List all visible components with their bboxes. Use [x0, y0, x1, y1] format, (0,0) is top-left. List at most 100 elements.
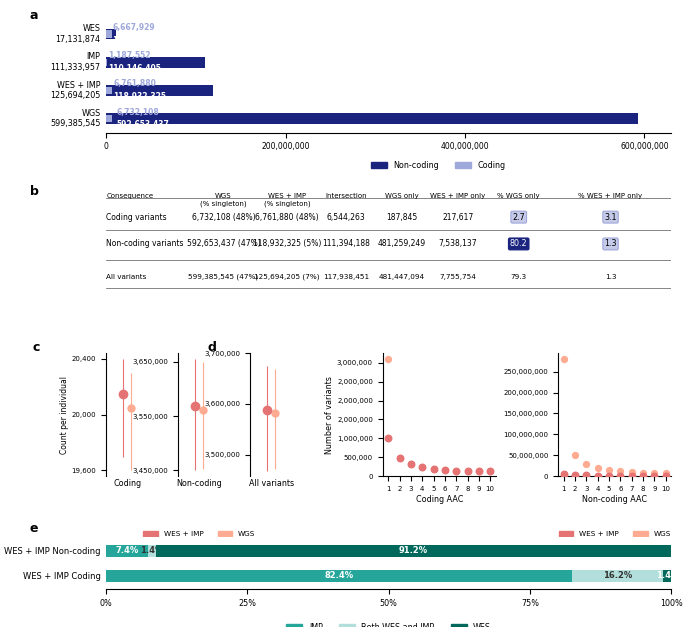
- Text: 6,761,880: 6,761,880: [113, 80, 156, 88]
- Text: 79.3: 79.3: [510, 274, 527, 280]
- Point: [394, 453, 405, 463]
- Text: 592,653,437 (47%): 592,653,437 (47%): [186, 240, 260, 248]
- Text: Coding variants: Coding variants: [106, 213, 167, 221]
- Point: [428, 464, 439, 474]
- Point: [462, 466, 473, 476]
- Text: WGS only: WGS only: [384, 193, 419, 199]
- Text: % WES + IMP only: % WES + IMP only: [579, 193, 643, 199]
- Bar: [572, 569, 663, 582]
- Text: 7.4%: 7.4%: [116, 546, 138, 555]
- Point: [473, 466, 484, 476]
- Point: [485, 466, 496, 477]
- Text: 592,653,437: 592,653,437: [116, 120, 169, 129]
- Point: [383, 433, 394, 443]
- Text: 1.3: 1.3: [604, 240, 616, 248]
- Text: 3.1: 3.1: [604, 213, 616, 221]
- Point: [439, 465, 450, 475]
- Text: 481,259,249: 481,259,249: [377, 240, 425, 248]
- Bar: [106, 113, 638, 124]
- Text: 6,732,108 (48%): 6,732,108 (48%): [192, 213, 256, 221]
- Text: 599,385,545 (47%): 599,385,545 (47%): [188, 273, 258, 280]
- Y-axis label: Number of variants: Number of variants: [325, 376, 334, 454]
- Text: 217,617: 217,617: [443, 213, 473, 221]
- Point: [581, 458, 592, 468]
- Bar: [106, 57, 205, 68]
- Bar: [106, 59, 108, 66]
- Text: 6,544,263: 6,544,263: [327, 213, 366, 221]
- Point: [626, 467, 637, 477]
- Text: Intersection: Intersection: [325, 193, 367, 199]
- Text: a: a: [30, 9, 38, 22]
- Text: 118,932,325 (5%): 118,932,325 (5%): [253, 240, 321, 248]
- Point: [581, 470, 592, 480]
- Text: 125,694,205 (7%): 125,694,205 (7%): [254, 273, 320, 280]
- Text: % WGS only: % WGS only: [497, 193, 540, 199]
- Point: [416, 462, 427, 472]
- Text: 481,447,094: 481,447,094: [378, 274, 425, 280]
- X-axis label: All variants: All variants: [249, 479, 294, 488]
- Point: [485, 466, 496, 477]
- Bar: [106, 115, 112, 122]
- Text: 7,755,754: 7,755,754: [440, 274, 476, 280]
- Point: [558, 354, 569, 364]
- Point: [406, 460, 416, 470]
- Text: 118,932,325: 118,932,325: [113, 92, 166, 102]
- Text: 1.4%: 1.4%: [140, 546, 164, 555]
- Point: [638, 468, 649, 478]
- Point: [615, 466, 626, 476]
- X-axis label: Non-coding AAC: Non-coding AAC: [582, 495, 647, 503]
- Point: [428, 464, 439, 474]
- Point: [406, 460, 416, 470]
- Bar: [106, 29, 116, 40]
- Text: 7,538,137: 7,538,137: [438, 240, 477, 248]
- X-axis label: Coding AAC: Coding AAC: [416, 495, 463, 503]
- Point: [451, 466, 462, 476]
- Bar: [148, 544, 156, 557]
- Text: 91.2%: 91.2%: [399, 546, 428, 555]
- Point: [649, 471, 660, 481]
- Text: 6,732,108: 6,732,108: [116, 107, 159, 117]
- Text: WGS
(% singleton): WGS (% singleton): [200, 193, 247, 207]
- Legend: WES + IMP, WGS: WES + IMP, WGS: [556, 528, 673, 540]
- Text: Non-coding variants: Non-coding variants: [106, 240, 184, 248]
- Text: 1.3: 1.3: [605, 274, 616, 280]
- Text: 6,667,929: 6,667,929: [112, 23, 155, 32]
- Bar: [106, 85, 213, 96]
- Legend: IMP, Both WES and IMP, WES: IMP, Both WES and IMP, WES: [283, 620, 495, 627]
- Text: WES + IMP
(% singleton): WES + IMP (% singleton): [264, 193, 310, 207]
- Text: 110,146,405: 110,146,405: [108, 64, 161, 73]
- Point: [603, 471, 614, 481]
- Point: [451, 466, 462, 476]
- Bar: [106, 569, 572, 582]
- Text: c: c: [33, 341, 40, 354]
- Point: [570, 450, 581, 460]
- X-axis label: Coding: Coding: [113, 479, 141, 488]
- X-axis label: Non-coding: Non-coding: [177, 479, 222, 488]
- Text: 1.4%: 1.4%: [656, 571, 679, 580]
- Point: [593, 463, 603, 473]
- Point: [416, 462, 427, 472]
- Point: [660, 471, 671, 481]
- Text: e: e: [30, 522, 38, 535]
- Text: 6,761,880 (48%): 6,761,880 (48%): [256, 213, 319, 221]
- Bar: [106, 544, 148, 557]
- Text: 187,845: 187,845: [386, 213, 417, 221]
- Text: All variants: All variants: [106, 274, 147, 280]
- Text: 82.4%: 82.4%: [325, 571, 353, 580]
- Bar: [106, 31, 112, 38]
- Text: 2.7: 2.7: [512, 213, 525, 221]
- Point: [383, 354, 394, 364]
- Text: Consequence: Consequence: [106, 193, 153, 199]
- Text: 117,938,451: 117,938,451: [323, 274, 369, 280]
- Point: [473, 466, 484, 476]
- Point: [603, 465, 614, 475]
- Point: [638, 471, 649, 481]
- Point: [593, 471, 603, 481]
- Bar: [156, 544, 671, 557]
- Point: [626, 471, 637, 481]
- Text: 80.2: 80.2: [510, 240, 527, 248]
- Point: [649, 468, 660, 478]
- Legend: WES + IMP, WGS: WES + IMP, WGS: [140, 528, 258, 540]
- Point: [660, 468, 671, 478]
- Legend: Non-coding, Coding: Non-coding, Coding: [367, 157, 509, 173]
